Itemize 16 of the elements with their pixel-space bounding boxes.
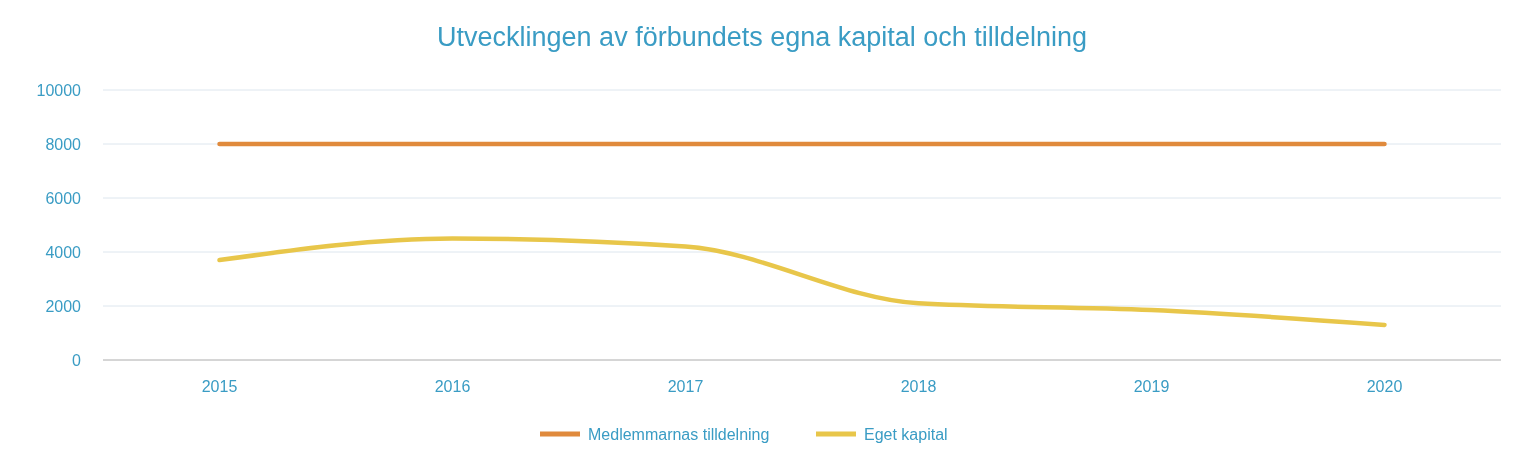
x-tick-label: 2020 bbox=[1366, 378, 1403, 395]
y-tick-label: 2000 bbox=[45, 297, 82, 315]
y-tick-label: 4000 bbox=[45, 243, 82, 261]
x-tick-label: 2015 bbox=[201, 378, 238, 395]
y-tick-label: 10000 bbox=[36, 81, 82, 99]
line-series bbox=[217, 236, 1387, 328]
legend-label: Eget kapital bbox=[864, 425, 948, 443]
x-tick-label: 2018 bbox=[900, 378, 937, 395]
chart-title: Utvecklingen av förbundets egna kapital och tilldelning bbox=[437, 22, 1087, 52]
y-tick-label: 8000 bbox=[45, 135, 82, 153]
x-tick-label: 2016 bbox=[434, 378, 471, 395]
x-tick-label: 2019 bbox=[1133, 378, 1170, 395]
y-tick-label: 0 bbox=[72, 351, 82, 369]
y-tick-label: 6000 bbox=[45, 189, 82, 207]
x-tick-label: 2017 bbox=[667, 378, 704, 395]
legend-label: Medlemmarnas tilldelning bbox=[588, 425, 770, 443]
